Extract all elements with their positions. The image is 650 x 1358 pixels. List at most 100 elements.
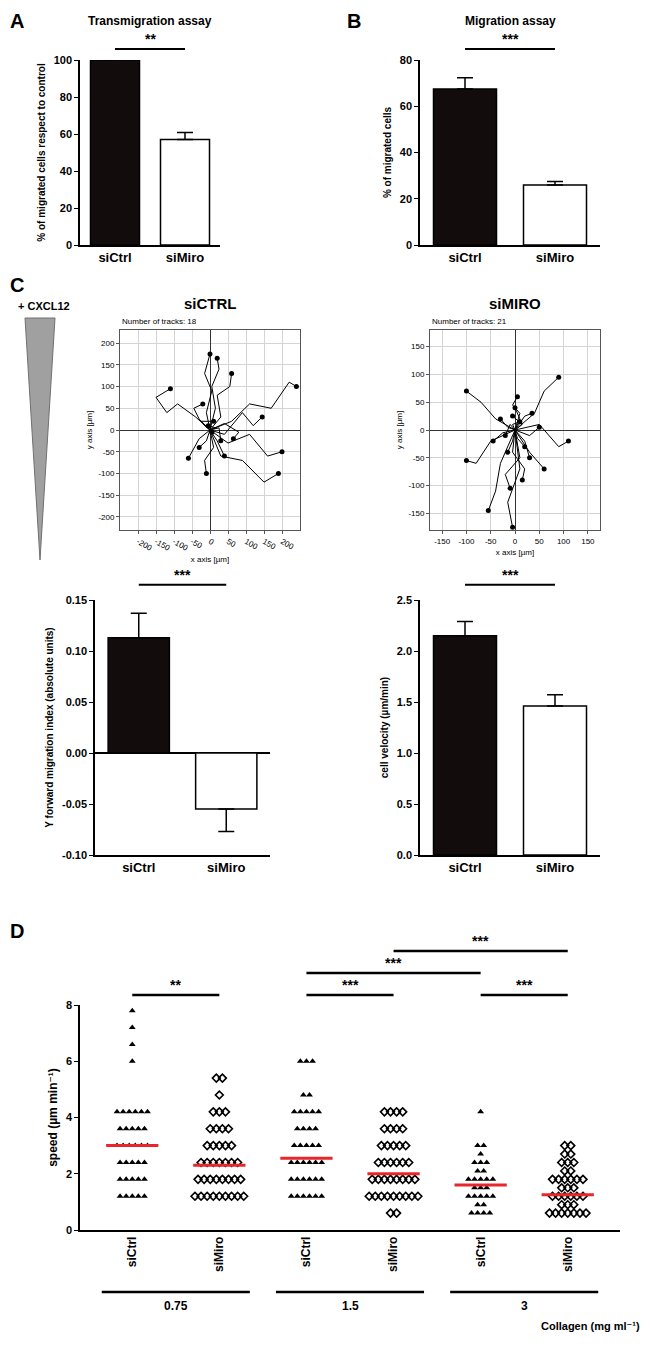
svg-text:***: *** <box>342 977 359 993</box>
svg-text:siCtrl: siCtrl <box>122 860 155 875</box>
svg-text:**: ** <box>170 977 181 993</box>
svg-text:x axis [µm]: x axis [µm] <box>496 548 534 557</box>
svg-text:-200: -200 <box>135 537 154 553</box>
svg-text:0.5: 0.5 <box>397 798 412 810</box>
svg-text:-50: -50 <box>189 537 204 551</box>
svg-text:siCtrl: siCtrl <box>474 1237 488 1268</box>
svg-text:50: 50 <box>105 404 114 413</box>
svg-text:***: *** <box>174 567 191 583</box>
svg-text:**: ** <box>145 31 156 47</box>
svg-text:2: 2 <box>66 1168 72 1180</box>
svg-text:C: C <box>10 274 24 296</box>
svg-text:-100: -100 <box>408 481 425 490</box>
svg-text:Number of tracks: 18: Number of tracks: 18 <box>122 317 197 326</box>
svg-text:siMiro: siMiro <box>561 1237 575 1272</box>
svg-text:200: 200 <box>279 537 296 552</box>
svg-text:-200: -200 <box>98 513 115 522</box>
svg-text:100: 100 <box>101 382 115 391</box>
svg-text:50: 50 <box>535 537 544 546</box>
svg-text:-150: -150 <box>98 491 115 500</box>
svg-text:0: 0 <box>66 239 72 251</box>
svg-text:% of migrated cells: % of migrated cells <box>382 106 393 198</box>
svg-text:siCtrl: siCtrl <box>299 1237 313 1268</box>
svg-text:0: 0 <box>406 239 412 251</box>
svg-text:60: 60 <box>400 100 412 112</box>
svg-text:siMiro: siMiro <box>166 250 204 265</box>
svg-text:0.75: 0.75 <box>164 1299 188 1313</box>
svg-text:siMiro: siMiro <box>536 250 574 265</box>
svg-text:0: 0 <box>207 537 216 547</box>
svg-text:x axis [µm]: x axis [µm] <box>191 555 229 564</box>
svg-text:100: 100 <box>411 370 425 379</box>
svg-text:***: *** <box>516 977 533 993</box>
svg-text:0: 0 <box>66 1224 72 1236</box>
svg-text:A: A <box>10 10 24 32</box>
svg-text:8: 8 <box>66 999 72 1011</box>
svg-text:cell velocity (µm/min): cell velocity (µm/min) <box>379 677 390 778</box>
svg-text:siMiro: siMiro <box>536 860 574 875</box>
svg-text:siMIRO: siMIRO <box>489 295 541 312</box>
svg-text:0.0: 0.0 <box>397 849 412 861</box>
svg-text:-50: -50 <box>485 537 497 546</box>
svg-text:-150: -150 <box>434 537 451 546</box>
svg-text:-0.05: -0.05 <box>62 798 87 810</box>
svg-text:Migration assay: Migration assay <box>465 14 556 28</box>
svg-text:D: D <box>10 920 24 942</box>
svg-text:20: 20 <box>400 193 412 205</box>
svg-text:100: 100 <box>557 537 571 546</box>
svg-text:2.5: 2.5 <box>397 594 412 606</box>
svg-text:20: 20 <box>60 202 72 214</box>
svg-text:200: 200 <box>101 339 115 348</box>
svg-text:60: 60 <box>60 128 72 140</box>
svg-text:0: 0 <box>110 426 115 435</box>
svg-text:0.10: 0.10 <box>66 645 87 657</box>
svg-text:50: 50 <box>415 398 424 407</box>
svg-text:speed (µm min⁻¹): speed (µm min⁻¹) <box>46 1068 60 1167</box>
svg-text:150: 150 <box>581 537 595 546</box>
svg-text:100: 100 <box>54 54 72 66</box>
svg-text:0.05: 0.05 <box>66 696 87 708</box>
svg-text:siCtrl: siCtrl <box>98 250 131 265</box>
svg-text:y axis [µm]: y axis [µm] <box>85 411 94 449</box>
svg-text:Y forward migration index (abs: Y forward migration index (absolute unit… <box>44 627 55 827</box>
svg-text:siCtrl: siCtrl <box>448 250 481 265</box>
svg-text:1.5: 1.5 <box>342 1299 359 1313</box>
svg-text:80: 80 <box>60 91 72 103</box>
svg-text:-150: -150 <box>153 537 172 553</box>
svg-text:-50: -50 <box>413 454 425 463</box>
svg-text:50: 50 <box>225 537 238 550</box>
svg-text:0.00: 0.00 <box>66 747 87 759</box>
svg-text:1.0: 1.0 <box>397 747 412 759</box>
svg-text:Collagen (mg ml⁻¹): Collagen (mg ml⁻¹) <box>541 1320 640 1332</box>
svg-text:B: B <box>347 10 361 32</box>
svg-text:+ CXCL12: + CXCL12 <box>18 300 70 312</box>
svg-text:***: *** <box>502 567 519 583</box>
svg-text:0: 0 <box>420 426 425 435</box>
svg-text:***: *** <box>502 31 519 47</box>
svg-text:siMiro: siMiro <box>212 1237 226 1272</box>
svg-text:***: *** <box>385 955 402 971</box>
svg-text:Number of tracks: 21: Number of tracks: 21 <box>432 317 507 326</box>
svg-text:0: 0 <box>513 537 518 546</box>
svg-text:6: 6 <box>66 1055 72 1067</box>
svg-text:-50: -50 <box>103 448 115 457</box>
svg-text:4: 4 <box>66 1111 73 1123</box>
svg-text:150: 150 <box>101 361 115 370</box>
svg-text:150: 150 <box>261 537 278 552</box>
svg-text:0.15: 0.15 <box>66 594 87 606</box>
svg-text:-100: -100 <box>171 537 190 553</box>
svg-text:% of migrated cells respect to: % of migrated cells respect to control <box>36 63 47 242</box>
svg-text:-100: -100 <box>458 537 475 546</box>
svg-text:3: 3 <box>521 1299 528 1313</box>
svg-text:-0.10: -0.10 <box>62 849 87 861</box>
svg-text:-100: -100 <box>98 469 115 478</box>
svg-text:siCtrl: siCtrl <box>125 1237 139 1268</box>
svg-text:80: 80 <box>400 54 412 66</box>
svg-text:siMiro: siMiro <box>386 1237 400 1272</box>
svg-text:siCtrl: siCtrl <box>448 860 481 875</box>
svg-text:150: 150 <box>411 342 425 351</box>
svg-text:-150: -150 <box>408 509 425 518</box>
svg-text:***: *** <box>472 933 489 949</box>
svg-text:40: 40 <box>400 146 412 158</box>
svg-text:siMiro: siMiro <box>207 860 245 875</box>
